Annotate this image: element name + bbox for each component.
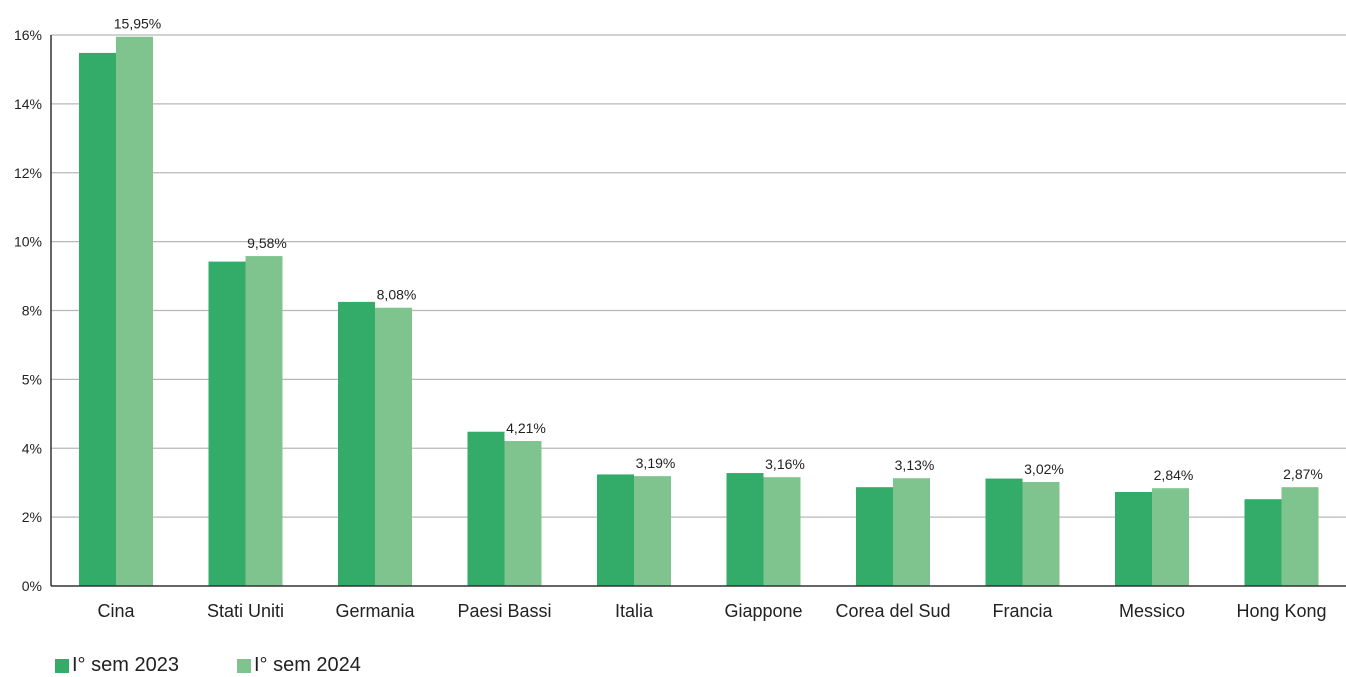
y-axis-tick-labels: 0% 2% 4% 5% 8% 10% 12% 14% 16% (14, 27, 42, 594)
data-label: 15,95% (114, 16, 161, 32)
data-labels: 15,95% 9,58% 8,08% 4,21% 3,19% 3,16% 3,13% 3,02… (114, 16, 1323, 483)
bar-2023 (597, 474, 634, 586)
bar-2024 (1152, 488, 1189, 586)
x-tick-label: Francia (992, 601, 1053, 621)
data-label: 3,16% (765, 456, 805, 472)
bar-2023 (209, 262, 246, 586)
bar-2024 (505, 441, 542, 586)
x-tick-label: Hong Kong (1236, 601, 1326, 621)
legend-item-2023: I° sem 2023 (55, 654, 179, 677)
bar-2024 (893, 478, 930, 586)
data-label: 9,58% (247, 235, 287, 251)
legend: I° sem 2023 I° sem 2024 (55, 654, 361, 677)
bar-2023 (1115, 492, 1152, 586)
x-axis-tick-labels: Cina Stati Uniti Germania Paesi Bassi Italia… (97, 601, 1326, 621)
legend-item-2024: I° sem 2024 (237, 654, 361, 677)
y-tick-label: 8% (22, 303, 42, 319)
x-tick-label: Corea del Sud (835, 601, 950, 621)
data-label: 2,87% (1283, 466, 1323, 482)
bar-2024 (116, 37, 153, 586)
bar-2023 (986, 479, 1023, 586)
y-tick-label: 4% (22, 440, 42, 456)
y-tick-label: 16% (14, 27, 42, 43)
x-tick-label: Giappone (724, 601, 802, 621)
data-label: 3,13% (895, 457, 935, 473)
bar-2024 (1282, 487, 1319, 586)
x-tick-label: Italia (615, 601, 654, 621)
data-label: 3,02% (1024, 461, 1064, 477)
x-tick-label: Stati Uniti (207, 601, 284, 621)
data-label: 8,08% (377, 287, 417, 303)
bar-2024 (634, 476, 671, 586)
x-tick-label: Germania (335, 601, 415, 621)
y-tick-label: 2% (22, 509, 42, 525)
bar-2023 (338, 302, 375, 586)
legend-label-2023: I° sem 2023 (72, 654, 179, 677)
bar-2024 (764, 477, 801, 586)
bars (79, 37, 1319, 586)
x-tick-label: Paesi Bassi (457, 601, 551, 621)
bar-2024 (1023, 482, 1060, 586)
bar-2023 (468, 432, 505, 586)
y-tick-label: 12% (14, 165, 42, 181)
y-tick-label: 10% (14, 234, 42, 250)
bar-2023 (79, 53, 116, 586)
legend-swatch-2023 (55, 659, 69, 673)
data-label: 2,84% (1154, 467, 1194, 483)
bar-2024 (375, 308, 412, 586)
bar-2024 (246, 256, 283, 586)
legend-label-2024: I° sem 2024 (254, 654, 361, 677)
bar-2023 (1245, 499, 1282, 586)
bar-chart: 0% 2% 4% 5% 8% 10% 12% 14% 16% 15,95% 9,58% 8,08% 4… (0, 0, 1346, 640)
y-tick-label: 5% (22, 371, 42, 387)
x-tick-label: Messico (1119, 601, 1185, 621)
y-tick-label: 0% (22, 578, 42, 594)
bar-2023 (727, 473, 764, 586)
data-label: 4,21% (506, 420, 546, 436)
data-label: 3,19% (636, 455, 676, 471)
bar-2023 (856, 487, 893, 586)
x-tick-label: Cina (97, 601, 135, 621)
y-tick-label: 14% (14, 96, 42, 112)
legend-swatch-2024 (237, 659, 251, 673)
